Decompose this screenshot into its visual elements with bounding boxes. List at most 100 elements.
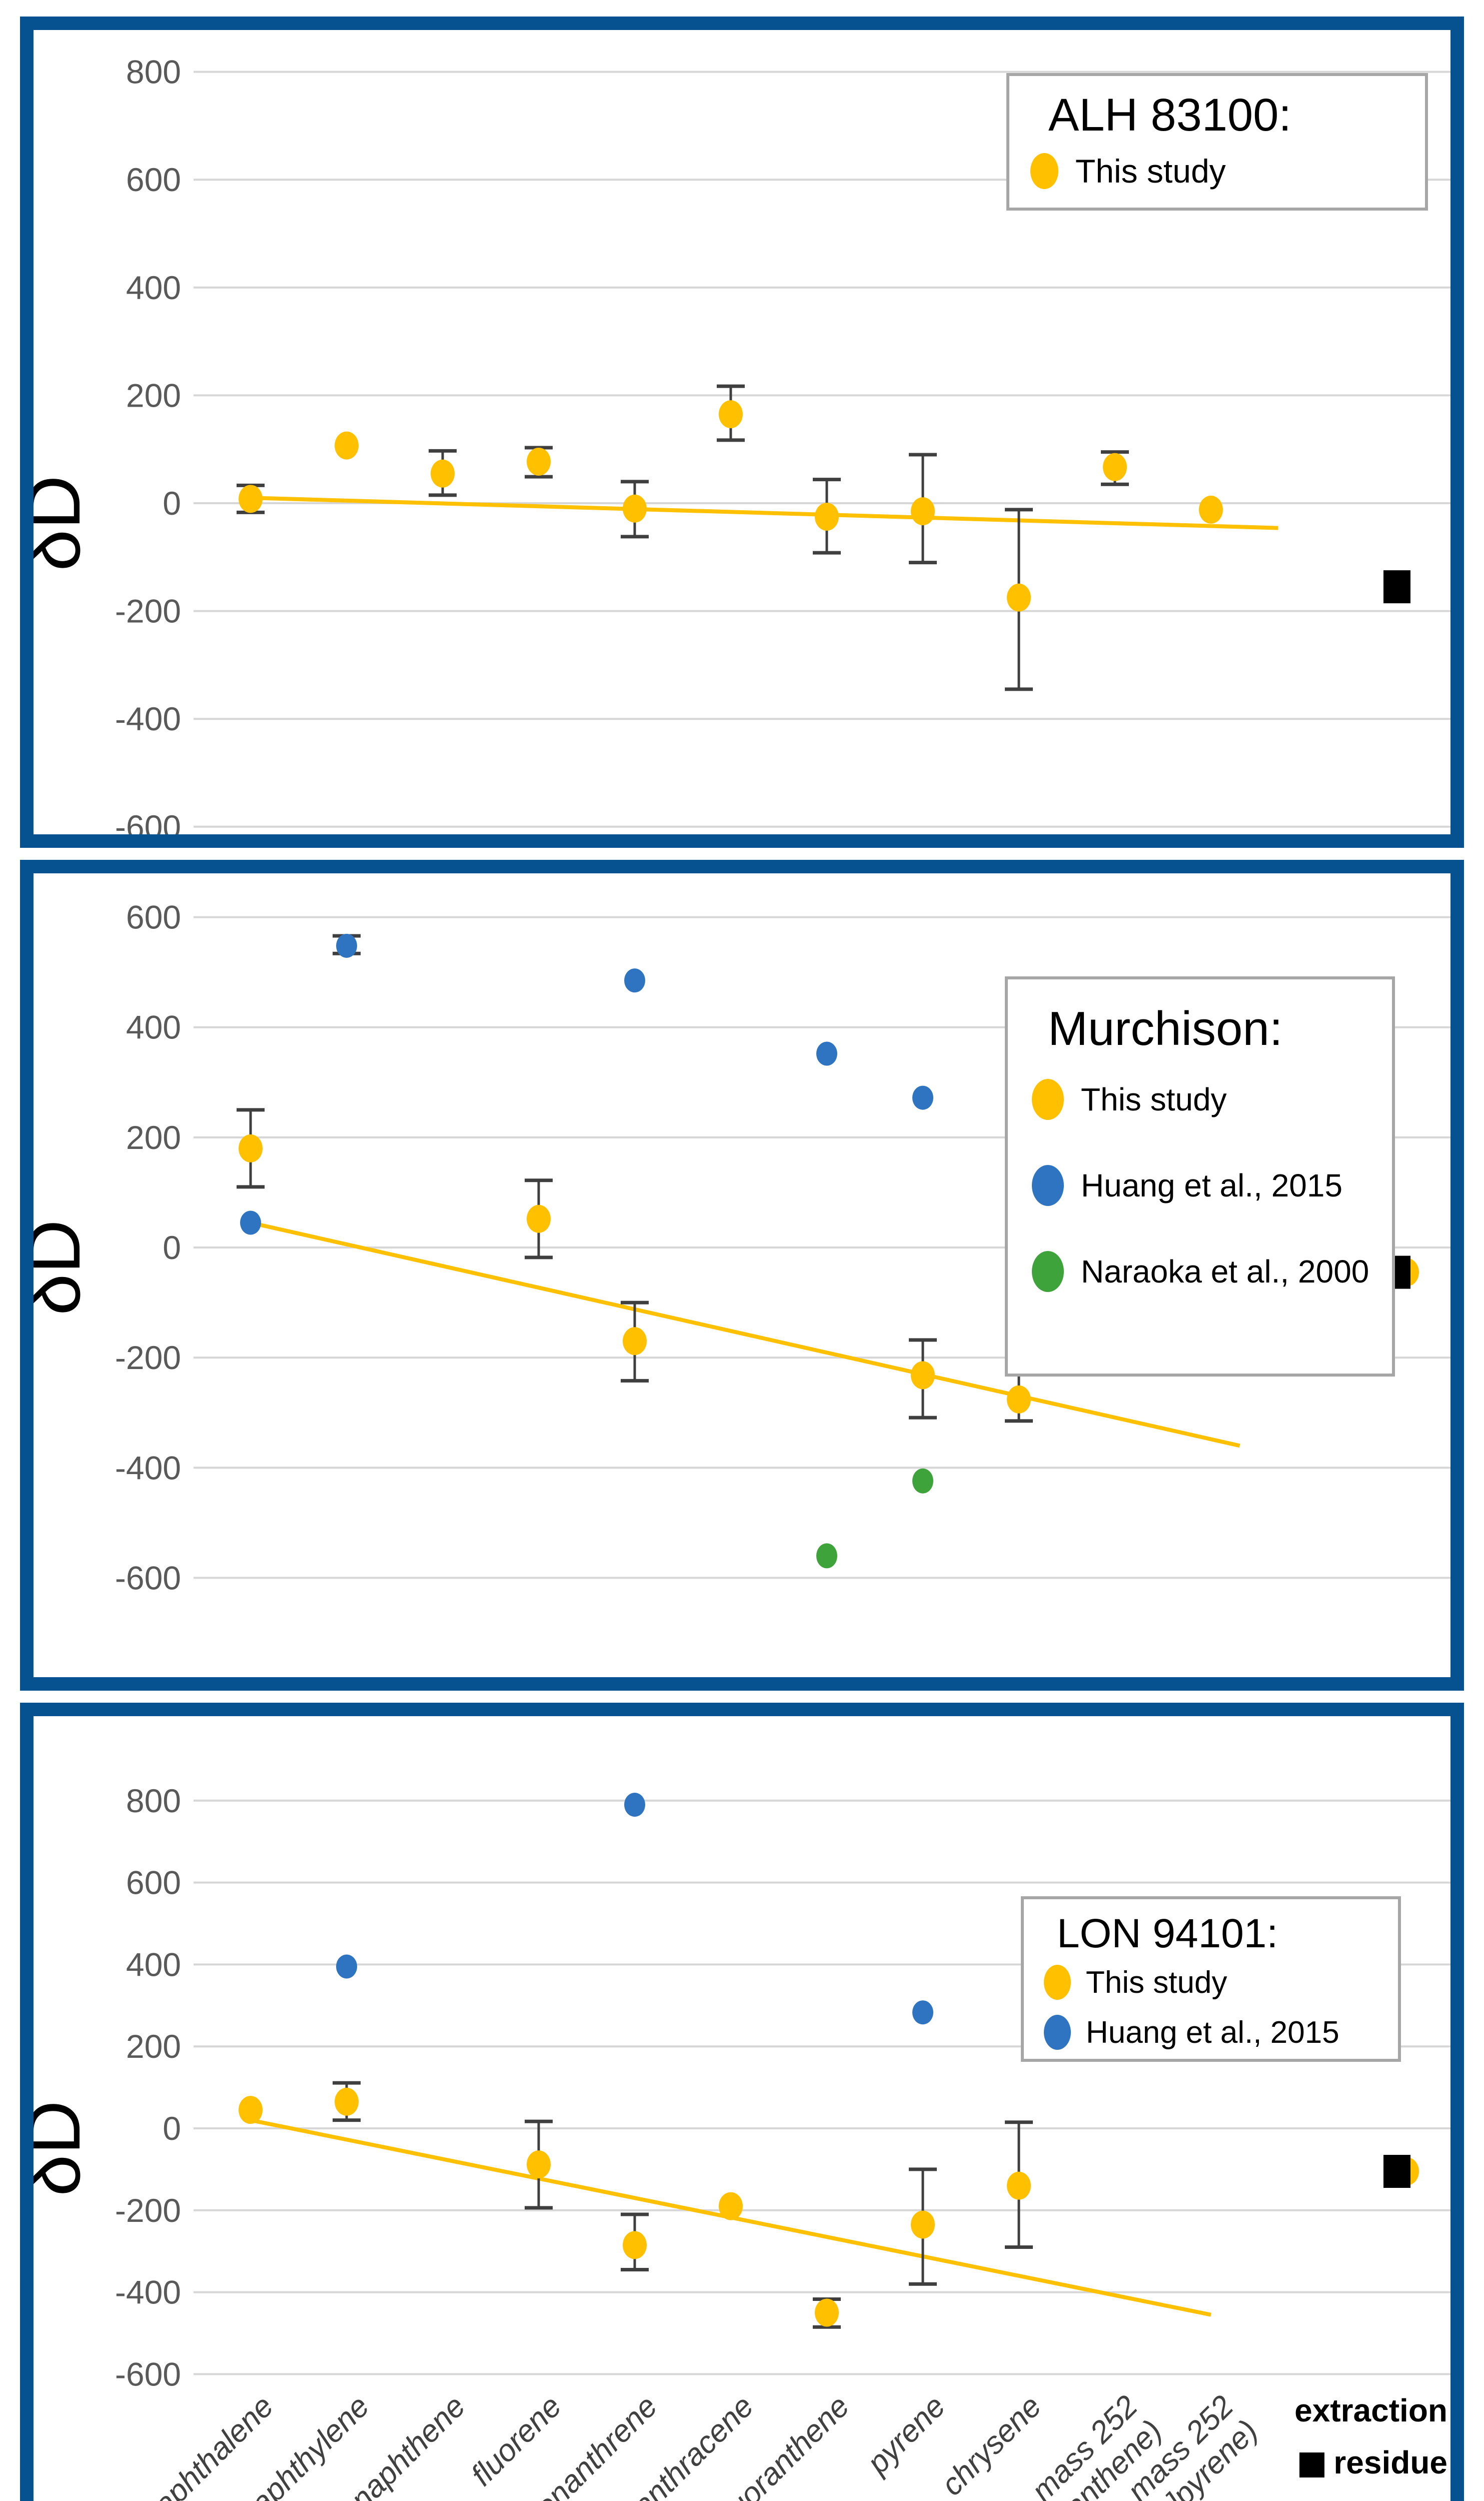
marker-yellow-naphthalene	[239, 1134, 263, 1162]
y-tick-label: 800	[126, 1782, 181, 1819]
y-tick-label: 0	[163, 485, 181, 522]
y-tick-label: 0	[163, 2110, 181, 2147]
legend-entry: Huang et al., 2015	[1008, 1142, 1392, 1228]
legend-entry-label: Huang et al., 2015	[1081, 1167, 1343, 1203]
extraction-label-line2: residue	[1294, 2437, 1447, 2489]
marker-blue-pyrene	[912, 2000, 933, 2025]
marker-yellow-fluorene	[527, 447, 551, 476]
legend-title: Murchison:	[1048, 1002, 1283, 1055]
y-tick-label: -400	[115, 2274, 181, 2311]
panel-murchison-inner: 600 400 200 0 -200 -400 -600 δD Murchison: This …	[34, 873, 1450, 1677]
y-tick-label: -200	[115, 593, 181, 630]
y-tick-label: 400	[126, 1009, 181, 1046]
panel-lon94101-inner: 800 600 400 200 0 -200 -400 -600 δD LON 94101: Th…	[34, 1716, 1450, 2501]
legend-marker-icon	[1032, 1251, 1064, 1292]
marker-blue-pyrene	[912, 1085, 933, 1110]
marker-yellow-anthracene	[719, 2192, 743, 2220]
marker-yellow-chrysene	[1007, 2171, 1031, 2200]
marker-green-fluoranthene	[816, 1543, 837, 1569]
marker-yellow-naphthalene	[239, 485, 263, 513]
trendline	[250, 496, 1278, 530]
legend-lon94101: LON 94101: This study Huang et al., 2015	[1021, 1896, 1401, 2062]
legend-entry: Naraoka et al., 2000	[1008, 1228, 1392, 1315]
y-tick-label: -400	[115, 700, 181, 737]
extraction-label-line1: extraction	[1294, 2392, 1447, 2428]
legend-title: LON 94101:	[1057, 1911, 1278, 1956]
marker-yellow-fluoranthene	[815, 502, 839, 531]
panel-alh83100: 800 600 400 200 0 -200 -400 -600 δD ALH 83100: Th…	[20, 17, 1464, 848]
marker-yellow-pyrene	[911, 1361, 935, 1390]
legend-entry: Huang et al., 2015	[1024, 2007, 1398, 2057]
legend-marker-icon	[1032, 1165, 1064, 1206]
legend-entry: This study	[1024, 1957, 1398, 2007]
y-tick-label: 200	[126, 1119, 181, 1156]
legend-marker-icon	[1044, 1965, 1071, 2000]
y-axis-title: δD	[34, 2100, 96, 2196]
y-tick-label: 600	[126, 899, 181, 936]
legend-entry-label: Huang et al., 2015	[1086, 2015, 1339, 2050]
y-tick-label: -200	[115, 1339, 181, 1376]
marker-yellow-chrysene	[1007, 583, 1031, 612]
marker-yellow-fluorene	[527, 2150, 551, 2179]
legend-entry: This study	[1009, 142, 1425, 201]
trendline	[250, 1220, 1240, 1448]
y-tick-label: 600	[126, 1864, 181, 1901]
y-tick-label: -400	[115, 1449, 181, 1486]
legend-alh83100: ALH 83100: This study	[1006, 73, 1428, 211]
y-tick-label: -600	[115, 1559, 181, 1596]
marker-blue-fluoranthene	[816, 1041, 837, 1066]
panel-alh83100-inner: 800 600 400 200 0 -200 -400 -600 δD ALH 83100: Th…	[34, 30, 1450, 834]
chart-area-murchison: 600 400 200 0 -200 -400 -600 δD	[34, 899, 1450, 1596]
y-tick-label: 200	[126, 377, 181, 414]
extraction-residue-marker	[1383, 570, 1410, 604]
legend-entry-label: Naraoka et al., 2000	[1081, 1254, 1369, 1290]
extraction-residue-label: extraction residue	[1294, 2385, 1447, 2488]
legend-title: ALH 83100:	[1048, 90, 1291, 141]
legend-entry-label: This study	[1075, 153, 1226, 190]
marker-yellow-mass-252-benzo-a-pyrene-	[1199, 495, 1223, 524]
marker-blue-phenanthrene	[624, 1792, 645, 1817]
marker-blue-naphthalene	[240, 1210, 261, 1235]
marker-blue-phenanthrene	[624, 968, 645, 993]
y-tick-label: -600	[115, 2355, 181, 2392]
marker-yellow-acenaphthene	[431, 459, 455, 488]
marker-yellow-chrysene	[1007, 1385, 1031, 1414]
extraction-residue-marker	[1383, 2154, 1410, 2188]
y-axis-title: δD	[34, 1219, 96, 1316]
marker-yellow-phenanthrene	[623, 1327, 647, 1356]
marker-yellow-naphthalene	[239, 2096, 263, 2124]
marker-yellow-phenanthrene	[623, 494, 647, 523]
panel-murchison: 600 400 200 0 -200 -400 -600 δD Murchison: This …	[20, 860, 1464, 1691]
legend-murchison: Murchison: This study Huang et al., 2015 Na…	[1005, 976, 1395, 1377]
y-tick-label: 800	[126, 54, 181, 91]
gridlines: 800 600 400 200 0 -200 -400 -600	[115, 1782, 1450, 2392]
marker-yellow-fluorene	[527, 1204, 551, 1233]
legend-entry-label: This study	[1081, 1081, 1227, 1117]
legend-marker-icon	[1044, 2015, 1071, 2050]
y-tick-label: 400	[126, 269, 181, 306]
y-tick-label: 0	[163, 1229, 181, 1266]
marker-green-pyrene	[912, 1468, 933, 1494]
y-tick-label: 600	[126, 161, 181, 198]
gridlines: 800 600 400 200 0 -200 -400 -600	[115, 54, 1450, 834]
legend-entry: This study	[1008, 1056, 1392, 1142]
marker-yellow-fluoranthene	[815, 2298, 839, 2327]
y-tick-label: -200	[115, 2192, 181, 2229]
chart-area-alh83100: 800 600 400 200 0 -200 -400 -600 δD	[34, 54, 1450, 834]
marker-yellow-acenaphthylene	[335, 2087, 359, 2116]
gridlines: 600 400 200 0 -200 -400 -600	[115, 899, 1450, 1596]
residue-square-icon	[1299, 2452, 1325, 2477]
y-axis-title: δD	[34, 475, 96, 571]
marker-yellow-anthracene	[719, 400, 743, 429]
marker-yellow-pyrene	[911, 497, 935, 526]
y-tick-label: -600	[115, 808, 181, 834]
y-tick-label: 400	[126, 1946, 181, 1983]
legend-entry-label: This study	[1086, 1965, 1227, 2000]
marker-yellow-acenaphthylene	[335, 431, 359, 460]
marker-yellow-mass-252-benzo-j-fluoranthene-	[1103, 453, 1127, 481]
marker-blue-acenaphthylene	[336, 1954, 357, 1979]
legend-marker-icon	[1032, 1079, 1064, 1120]
y-tick-label: 200	[126, 2028, 181, 2065]
chart-area-lon94101: 800 600 400 200 0 -200 -400 -600 δD	[34, 1782, 1450, 2392]
marker-yellow-pyrene	[911, 2210, 935, 2239]
